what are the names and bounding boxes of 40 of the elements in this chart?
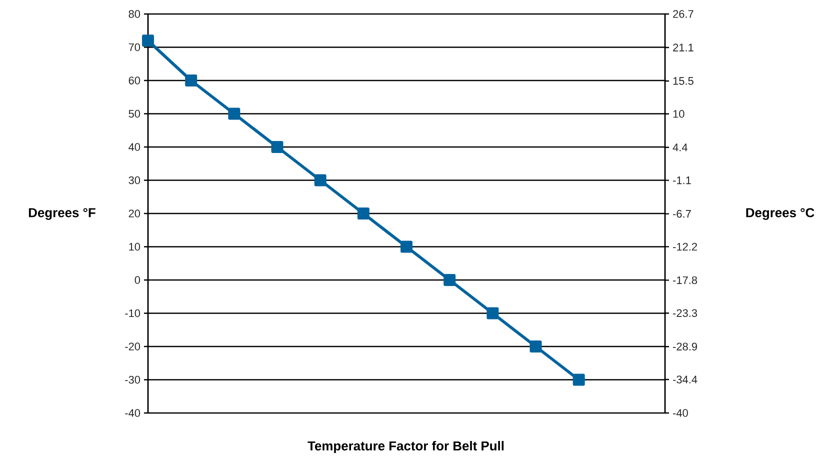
y-tick-label: 40 — [128, 143, 140, 151]
y-tick-label: -30 — [125, 376, 140, 384]
y2-tick-label: 15.5 — [673, 77, 694, 85]
y-axis-title: Degrees °F — [28, 208, 96, 220]
point — [572, 374, 585, 386]
y2-tick-label: -1.1 — [673, 176, 691, 184]
y-tick-label: 30 — [128, 176, 140, 184]
y2-tick-label: -40 — [673, 409, 688, 417]
point — [142, 34, 154, 47]
y2-tick-label: -12.2 — [673, 242, 697, 251]
point — [357, 208, 370, 220]
y2-tick-label: 4.4 — [672, 144, 688, 152]
y2-tick-label: 26.7 — [673, 10, 694, 18]
y2-tick-label: -34.4 — [673, 376, 698, 384]
point — [271, 141, 284, 153]
point — [444, 274, 456, 286]
y-tick-label: 80 — [128, 10, 140, 18]
y-tick-label: 70 — [128, 43, 140, 52]
y-tick-label: 0 — [134, 276, 140, 284]
point — [314, 174, 326, 186]
y2-tick-label: -6.7 — [673, 210, 691, 218]
point — [530, 340, 542, 352]
y2-tick-label: 10 — [673, 110, 684, 118]
point — [228, 108, 240, 120]
y2-tick-label: -17.8 — [673, 276, 698, 284]
y2-tick-label: -28.9 — [673, 342, 697, 350]
y-tick-label: 20 — [128, 210, 140, 218]
y2-tick-label: 21.1 — [673, 44, 694, 52]
y2-tick-label: -23.3 — [673, 309, 698, 317]
y2-axis-title: Degrees °C — [746, 208, 814, 220]
point — [486, 307, 499, 320]
point — [185, 74, 198, 86]
y-tick-label: -40 — [125, 409, 140, 417]
y-tick-label: -20 — [125, 342, 140, 350]
y-tick-label: 10 — [129, 242, 140, 251]
point — [400, 240, 412, 253]
y-tick-label: 50 — [128, 110, 140, 118]
y-tick-label: -10 — [125, 309, 140, 318]
y-tick-label: 60 — [128, 76, 140, 84]
x-axis-title: Temperature Factor for Belt Pull — [308, 440, 504, 454]
